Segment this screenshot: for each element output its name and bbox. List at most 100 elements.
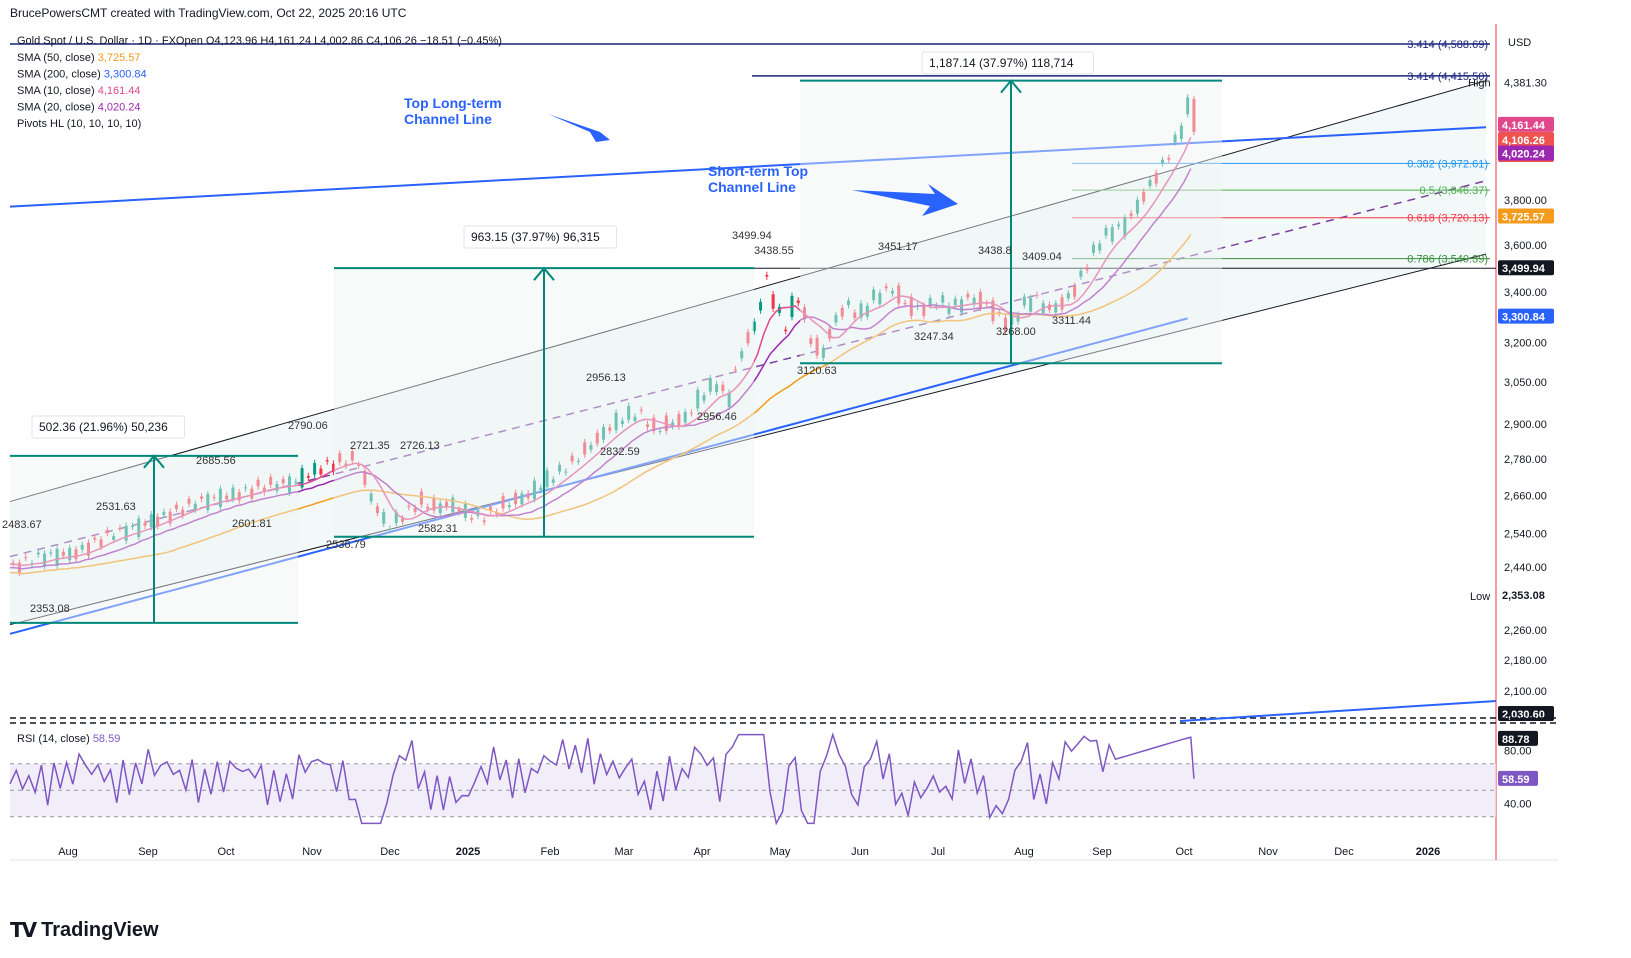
candle-body [501, 496, 505, 509]
measure-tool-3: 1,187.14 (37.97%) 118,714 [800, 51, 1222, 365]
pivot-label: 2956.46 [697, 411, 737, 423]
month-label: Dec [380, 846, 400, 858]
candle-body [375, 506, 379, 514]
chart-canvas[interactable]: 3.414 (4,588.69) 3.414 (4,415.50) 0.382 (3… [0, 24, 1631, 904]
candle-body [200, 496, 204, 499]
candle-body [350, 451, 354, 461]
candle-body [1135, 199, 1139, 214]
price-tag [1498, 308, 1554, 324]
candle-body [1186, 97, 1190, 115]
price-tick-label: 2,180.00 [1504, 655, 1547, 667]
candle-body [1142, 191, 1146, 202]
candle-body [627, 405, 631, 420]
pivot-label: 2832.59 [600, 446, 640, 458]
candle-body [727, 392, 731, 408]
candle-body [269, 476, 273, 485]
candle-body [482, 520, 486, 523]
month-label: Oct [217, 846, 234, 858]
candle-body [865, 305, 869, 317]
channel-fill [10, 80, 1486, 625]
candle-body [331, 463, 335, 472]
candle-body [1022, 296, 1026, 306]
candle-body [897, 285, 901, 304]
fib-level-label: 0.5 (3,846.37) [1420, 185, 1489, 197]
candle-body [520, 493, 524, 505]
candle-body [759, 301, 763, 311]
candle-body [1154, 172, 1158, 184]
candle-body [218, 488, 222, 508]
candle-body [840, 307, 844, 317]
candle-body [953, 298, 957, 306]
candle-body [1129, 213, 1133, 217]
candle-body [765, 274, 769, 277]
measure-tool-1: 502.36 (21.96%) 50,236 [10, 415, 298, 624]
legend-indicator: SMA (50, close) 3,725.57 [17, 52, 141, 64]
candle-body [532, 480, 536, 500]
candle-body [68, 548, 72, 561]
pivot-label: 3409.04 [1022, 251, 1062, 263]
candle-body [809, 338, 813, 345]
candle-body [401, 518, 405, 522]
candle-body [558, 464, 562, 472]
month-label: Oct [1175, 846, 1192, 858]
candle-body [105, 530, 109, 533]
candle-body [394, 512, 398, 523]
candle-body [463, 503, 467, 518]
measure-label-box [31, 415, 186, 439]
price-tick-label: 2,440.00 [1504, 562, 1547, 574]
candle-body [156, 516, 160, 526]
candle-body [633, 416, 637, 421]
candle-body [595, 432, 599, 444]
channel-extension-line [1179, 700, 1497, 722]
price-tick-label: 3,800.00 [1504, 195, 1547, 207]
candle-body [212, 497, 216, 499]
candle-body [1004, 317, 1008, 332]
top-channel-arrow-icon [548, 114, 610, 142]
candle-body [821, 347, 825, 358]
top-long-term-channel-line [9, 126, 1487, 208]
month-label: Aug [1014, 846, 1034, 858]
month-label: Mar [615, 846, 634, 858]
candle-body [168, 511, 172, 524]
candle-body [620, 420, 624, 424]
candle-body [526, 493, 530, 499]
price-tag-label: 4,161.44 [1502, 120, 1546, 132]
month-label: Jul [931, 846, 945, 858]
month-label: Nov [1258, 846, 1278, 858]
candle-body [275, 484, 279, 491]
candle-body [451, 497, 455, 513]
tradingview-logo: 𝗧𝗩 TradingView [10, 918, 159, 943]
fib-level-label: 0.618 (3,720.13) [1407, 213, 1488, 225]
candle-body [43, 553, 47, 567]
candle-body [1060, 297, 1064, 310]
candle-body [325, 460, 329, 462]
candle-body [978, 292, 982, 309]
low-label: Low [1470, 591, 1490, 603]
candle-body [715, 384, 719, 393]
month-label: 2026 [1416, 846, 1440, 858]
candle-body [382, 511, 386, 524]
candle-body [1104, 228, 1108, 236]
candle-body [652, 417, 656, 432]
candle-body [1192, 98, 1196, 132]
candle-body [124, 525, 128, 541]
candle-body [87, 542, 91, 556]
month-label: Aug [58, 846, 78, 858]
candle-body [413, 507, 417, 512]
candle-body [338, 453, 342, 463]
rsi-legend: RSI (14, close) 58.59 [17, 733, 120, 745]
rsi-value-tag [1498, 770, 1538, 786]
candle-body [149, 514, 153, 528]
candle-body [36, 552, 40, 555]
pivot-label: 3120.63 [797, 365, 837, 377]
top-channel-annotation: Channel Line [404, 111, 492, 127]
month-label: 2025 [456, 846, 480, 858]
pivot-label: 3268.00 [996, 326, 1036, 338]
candle-body [784, 329, 788, 332]
candle-body [846, 300, 850, 306]
candle-body [118, 528, 122, 530]
candle-body [890, 290, 894, 294]
short-channel-arrow-icon [852, 184, 958, 216]
candle-body [696, 389, 700, 409]
candle-body [689, 412, 693, 414]
